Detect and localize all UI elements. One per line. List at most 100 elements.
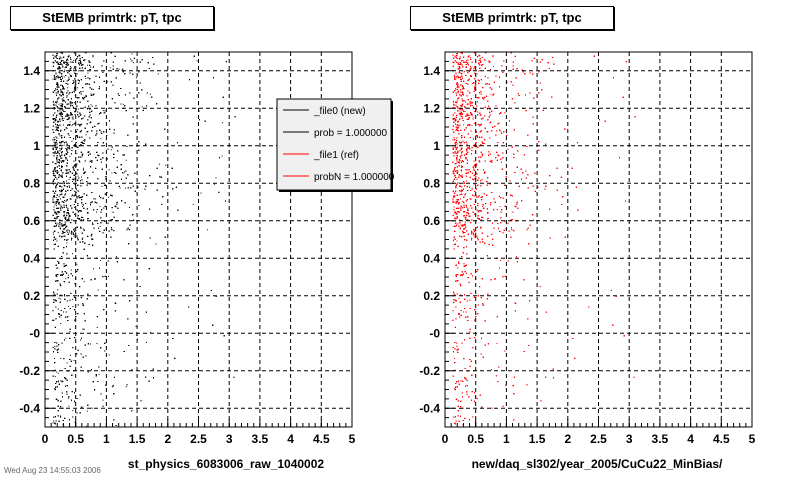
data-point <box>74 194 76 196</box>
data-point <box>61 57 63 59</box>
data-point <box>73 360 75 362</box>
data-point <box>77 129 78 131</box>
data-point <box>59 133 61 135</box>
data-point <box>53 152 55 154</box>
left-plot-title: StEMB primtrk: pT, tpc <box>10 6 214 30</box>
data-point <box>57 67 58 69</box>
data-point <box>98 373 100 375</box>
data-point <box>55 238 57 240</box>
data-point <box>215 177 217 179</box>
data-point <box>72 61 74 63</box>
data-point <box>73 59 75 61</box>
data-point <box>53 108 55 110</box>
data-point <box>70 354 71 356</box>
data-point <box>58 67 60 69</box>
data-point <box>66 242 68 244</box>
data-point <box>54 376 56 378</box>
data-point <box>54 346 56 347</box>
data-point <box>82 237 84 239</box>
data-point <box>52 183 54 185</box>
data-point <box>83 281 85 283</box>
data-point <box>78 108 80 110</box>
data-point <box>81 176 82 178</box>
data-point <box>68 134 70 136</box>
data-point <box>214 183 215 185</box>
right-plot-title: StEMB primtrk: pT, tpc <box>410 6 614 30</box>
data-point <box>87 72 89 74</box>
data-point <box>62 106 63 107</box>
data-point <box>130 58 132 60</box>
data-point <box>122 103 124 105</box>
data-point <box>85 134 87 136</box>
data-point <box>54 168 56 170</box>
data-point <box>60 103 62 105</box>
data-point <box>56 204 57 206</box>
data-point <box>58 103 60 105</box>
data-point <box>82 228 84 230</box>
data-point <box>58 196 60 198</box>
data-point <box>68 179 70 180</box>
data-point <box>69 121 71 123</box>
plot-left: 0 0.5 1 1.5 2 2.5 3 3.5 4 4.5 5-0.4-0.2-00.20.40.6… <box>19 51 356 446</box>
data-point <box>57 232 59 234</box>
data-point <box>66 127 68 129</box>
data-point <box>135 325 137 327</box>
data-point <box>64 295 66 297</box>
data-point <box>129 207 130 208</box>
data-point <box>52 180 54 181</box>
data-point <box>74 206 75 208</box>
data-point <box>52 231 54 233</box>
data-point <box>73 80 75 82</box>
data-point <box>60 298 62 300</box>
data-point <box>61 236 63 238</box>
data-point <box>67 116 69 118</box>
data-point <box>60 130 62 132</box>
data-point <box>76 87 78 89</box>
data-point <box>68 76 70 78</box>
data-point <box>61 222 63 224</box>
data-point <box>65 278 67 280</box>
data-point <box>67 274 69 276</box>
data-point <box>52 78 54 80</box>
data-point <box>57 61 59 63</box>
data-point <box>60 67 62 69</box>
data-point <box>55 136 57 138</box>
data-point <box>64 235 66 237</box>
data-point <box>83 328 85 330</box>
data-point <box>54 204 56 206</box>
data-point <box>67 238 69 240</box>
data-point <box>99 225 101 227</box>
data-point <box>58 216 60 217</box>
data-point <box>74 91 76 93</box>
data-point <box>132 62 134 64</box>
data-point <box>125 386 127 388</box>
data-point <box>68 405 70 407</box>
data-point <box>61 381 63 383</box>
data-point <box>63 224 64 226</box>
data-point <box>60 357 62 359</box>
data-point <box>110 149 112 151</box>
scatter-points <box>52 52 236 428</box>
data-point <box>77 116 79 118</box>
data-point <box>63 184 65 186</box>
data-point <box>59 147 61 149</box>
data-point <box>200 192 202 194</box>
data-point <box>66 96 68 98</box>
data-point <box>86 410 88 412</box>
data-point <box>66 362 68 364</box>
data-point <box>68 212 69 213</box>
data-point <box>61 233 63 235</box>
data-point <box>52 422 54 424</box>
data-point <box>67 87 69 89</box>
data-point <box>66 62 68 64</box>
data-point <box>78 190 80 192</box>
data-point <box>75 120 77 122</box>
data-point <box>81 67 83 69</box>
data-point <box>60 416 62 418</box>
data-point <box>222 122 224 124</box>
data-point <box>63 144 65 146</box>
data-point <box>207 229 209 231</box>
data-point <box>72 124 74 125</box>
data-point <box>85 78 87 79</box>
